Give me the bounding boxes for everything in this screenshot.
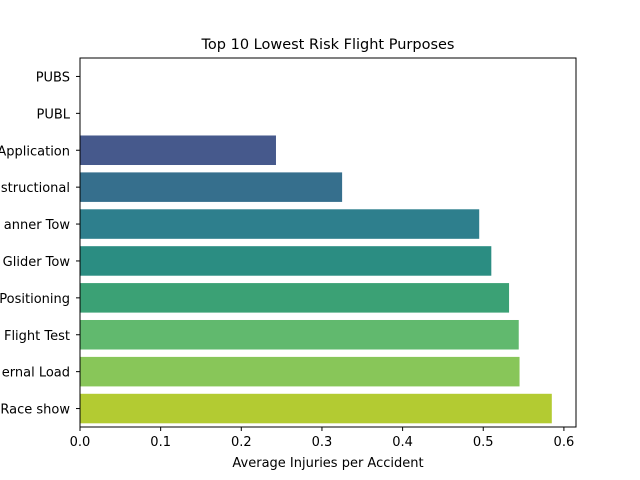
x-axis-label: Average Injuries per Accident <box>232 456 423 471</box>
bar-6 <box>80 283 510 313</box>
bars-group <box>80 135 552 424</box>
y-tick-label: anner Tow <box>4 218 71 233</box>
y-axis: PUBS PUBL Application nstructional anner Tow… <box>0 70 80 418</box>
plot-frame <box>79 57 577 428</box>
x-tick-label: 0.5 <box>473 435 494 450</box>
x-tick-label: 0.1 <box>150 435 171 450</box>
bar-9 <box>80 393 552 424</box>
x-tick-label: 0.2 <box>231 435 252 450</box>
y-tick-label: Positioning <box>0 292 70 307</box>
y-tick-label: PUBS <box>36 70 70 85</box>
y-tick-label: Race show <box>0 403 70 418</box>
y-tick-label: PUBL <box>36 107 70 122</box>
y-tick-label: Glider Tow <box>3 255 71 270</box>
x-axis: 0.0 0.1 0.2 0.3 0.4 0.5 0.6 <box>70 427 575 450</box>
bar-8 <box>80 356 520 387</box>
x-tick-label: 0.4 <box>392 435 413 450</box>
x-tick-label: 0.3 <box>312 435 333 450</box>
y-tick-label: Flight Test <box>4 329 70 344</box>
bar-3 <box>80 172 343 202</box>
bar-4 <box>80 209 480 239</box>
x-tick-label: 0.6 <box>554 435 575 450</box>
bar-2 <box>80 135 276 166</box>
bar-7 <box>80 319 519 350</box>
chart-title: Top 10 Lowest Risk Flight Purposes <box>201 37 455 53</box>
y-tick-label: ernal Load <box>2 366 70 381</box>
y-tick-label: Application <box>0 144 70 159</box>
bar-5 <box>80 246 492 276</box>
x-tick-label: 0.0 <box>70 435 91 450</box>
y-tick-label: nstructional <box>0 181 70 196</box>
